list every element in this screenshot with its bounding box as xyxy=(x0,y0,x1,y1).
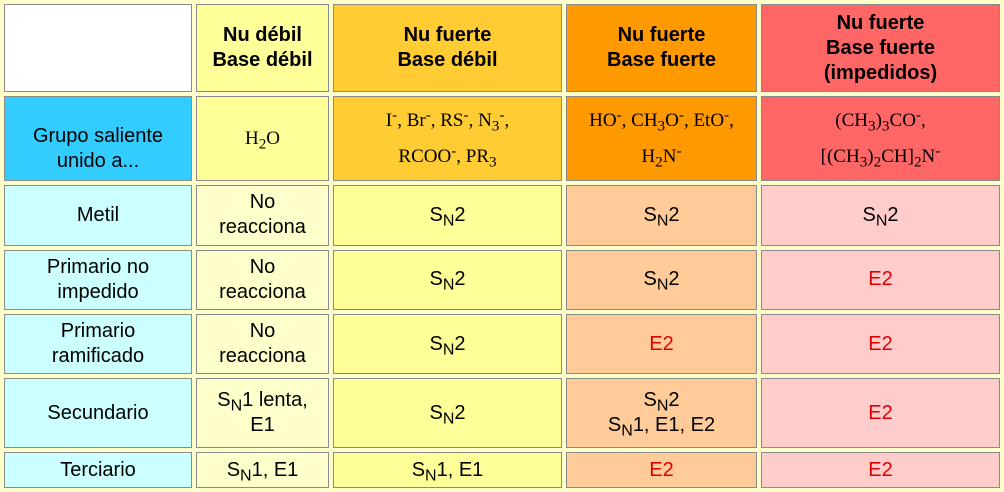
table-row: Terciario SN1, E1 SN1, E1 E2 E2 xyxy=(4,452,1000,488)
row-secundario-col2: SN2 xyxy=(333,378,562,449)
header-col1-line2: Base débil xyxy=(212,49,313,72)
row-terciario-col4: E2 xyxy=(761,452,1000,488)
row-secundario-col3: SN2 SN1, E1, E2 xyxy=(566,378,757,449)
leaving-group-col1: H2O xyxy=(196,96,329,182)
row-terciario-col1: SN1, E1 xyxy=(196,452,329,488)
row-terciario-col3: E2 xyxy=(566,452,757,488)
leaving-group-row: Grupo saliente unido a... H2O I-, Br-, R… xyxy=(4,96,1000,182)
header-col4-line1: Nu fuerte xyxy=(836,11,925,34)
row-primario-ramificado-col2: SN2 xyxy=(333,314,562,375)
header-col4-line3: (impedidos) xyxy=(823,61,938,84)
header-col1: Nu débil Base débil xyxy=(196,4,329,93)
header-col2: Nu fuerte Base débil xyxy=(333,4,562,93)
row-label-secundario: Secundario xyxy=(4,378,192,449)
row-primario-no-impedido-col1: No reacciona xyxy=(196,249,329,310)
corner-cell xyxy=(4,4,192,93)
header-row: Nu débil Base débil Nu fuerte Base débil… xyxy=(4,4,1000,93)
row-primario-ramificado-col3: E2 xyxy=(566,314,757,375)
row-secundario-col1: SN1 lenta, E1 xyxy=(196,378,329,449)
row-terciario-col2: SN1, E1 xyxy=(333,452,562,488)
row-label-terciario: Terciario xyxy=(4,452,192,488)
row-label-primario-ramificado: Primario ramificado xyxy=(4,314,192,375)
header-col3: Nu fuerte Base fuerte xyxy=(566,4,757,93)
row-metil-col1: No reacciona xyxy=(196,185,329,246)
table-row: Metil No reacciona SN2 SN2 SN2 xyxy=(4,185,1000,246)
table-row: Primario ramificado No reacciona SN2 E2 E2 xyxy=(4,314,1000,375)
header-col2-line1: Nu fuerte xyxy=(403,24,492,47)
row-metil-col2: SN2 xyxy=(333,185,562,246)
leaving-group-col3: HO-, CH3O-, EtO-, H2N- xyxy=(566,96,757,182)
leaving-group-col4: (CH3)3CO-, [(CH3)2CH]2N- xyxy=(761,96,1000,182)
row-primario-no-impedido-col2: SN2 xyxy=(333,249,562,310)
leaving-group-label: Grupo saliente unido a... xyxy=(4,96,192,182)
leaving-group-col2: I-, Br-, RS-, N3-, RCOO-, PR3 xyxy=(333,96,562,182)
header-col1-line1: Nu débil xyxy=(223,24,302,47)
row-primario-no-impedido-col3: SN2 xyxy=(566,249,757,310)
row-label-metil: Metil xyxy=(4,185,192,246)
row-metil-col4: SN2 xyxy=(761,185,1000,246)
row-primario-no-impedido-col4: E2 xyxy=(761,249,1000,310)
header-col3-line1: Nu fuerte xyxy=(617,24,706,47)
row-label-primario-no-impedido: Primario no impedido xyxy=(4,249,192,310)
header-col4: Nu fuerte Base fuerte (impedidos) xyxy=(761,4,1000,93)
row-primario-ramificado-col4: E2 xyxy=(761,314,1000,375)
row-primario-ramificado-col1: No reacciona xyxy=(196,314,329,375)
table-row: Primario no impedido No reacciona SN2 SN2 … xyxy=(4,249,1000,310)
header-col3-line2: Base fuerte xyxy=(607,49,716,72)
row-metil-col3: SN2 xyxy=(566,185,757,246)
table-row: Secundario SN1 lenta, E1 SN2 SN2 SN1, E1, … xyxy=(4,378,1000,449)
header-col4-line2: Base fuerte xyxy=(826,36,935,59)
row-secundario-col4: E2 xyxy=(761,378,1000,449)
header-col2-line2: Base débil xyxy=(397,49,498,72)
